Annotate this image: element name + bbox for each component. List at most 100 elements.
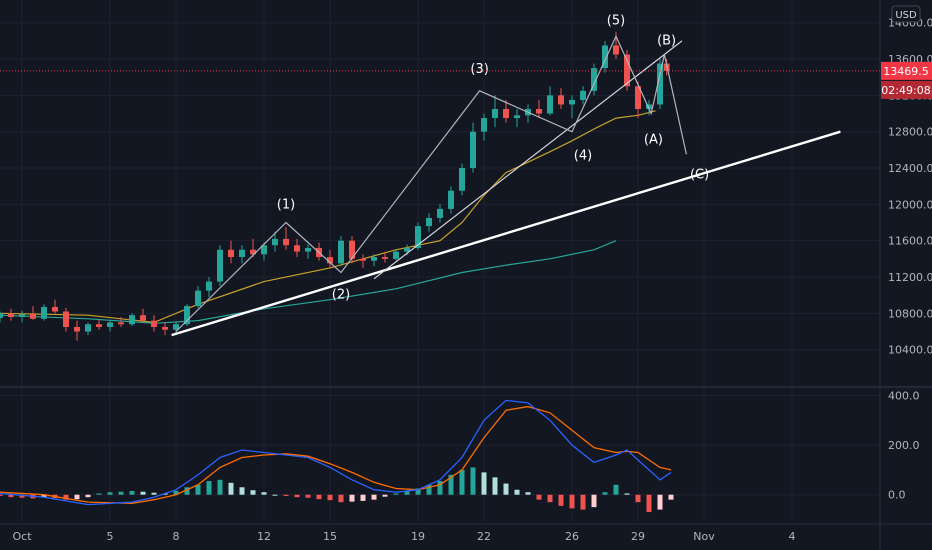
price-axis-tick: 12800.0 xyxy=(888,126,932,139)
wave-label-4: (4) xyxy=(574,149,592,164)
macd-histogram-bar xyxy=(184,487,190,495)
time-axis-tick: 5 xyxy=(107,530,114,543)
macd-histogram-bar xyxy=(283,494,289,496)
macd-histogram-bar xyxy=(19,494,25,498)
macd-histogram-bar xyxy=(239,487,245,495)
currency-badge xyxy=(891,5,921,23)
candle-body xyxy=(8,313,14,317)
wave-label-1: (1) xyxy=(277,198,295,213)
currency-badge-label: USD xyxy=(895,10,917,21)
candle-body xyxy=(151,320,157,327)
candle-body xyxy=(140,315,146,321)
candle-body xyxy=(217,249,223,282)
candle-body xyxy=(393,251,399,259)
time-axis-tick: 8 xyxy=(173,530,180,543)
trendline-1 xyxy=(171,130,841,337)
candle-body xyxy=(382,257,388,259)
candle-body xyxy=(118,322,124,325)
macd-histogram-bar xyxy=(74,494,80,500)
candle-body xyxy=(492,108,498,119)
candle-body xyxy=(107,322,113,327)
candle-body xyxy=(184,306,190,325)
candle-body xyxy=(371,257,377,261)
macd-histogram-bar xyxy=(437,481,443,495)
candle-body xyxy=(30,314,36,319)
macd-histogram-bar xyxy=(85,494,91,498)
price-axis-tick: 10400.0 xyxy=(888,344,932,357)
candle-body xyxy=(514,115,520,119)
candle-body xyxy=(657,63,663,105)
price-label-box xyxy=(881,61,932,80)
time-axis-tick: Nov xyxy=(693,530,715,543)
elliott-wave-path xyxy=(175,34,687,332)
time-axis-tick: 22 xyxy=(477,530,491,543)
price-axis-tick: 10800.0 xyxy=(888,307,932,320)
macd-histogram-bar xyxy=(349,494,355,502)
candle-body xyxy=(129,315,135,325)
candle-body xyxy=(74,326,80,332)
macd-axis-tick: 200.0 xyxy=(888,439,920,452)
candle-body xyxy=(294,245,300,252)
macd-histogram-bar xyxy=(195,484,201,495)
macd-histogram-bar xyxy=(41,494,47,498)
macd-histogram-bar xyxy=(338,494,344,503)
macd-histogram-bar xyxy=(536,494,542,500)
macd-histogram-bar xyxy=(558,494,564,506)
candle-body xyxy=(580,90,586,100)
macd-histogram-bar xyxy=(668,494,674,500)
price-label: 13469.5 xyxy=(883,65,929,78)
candle-body xyxy=(195,290,201,307)
macd-histogram-bar xyxy=(0,494,3,496)
macd-histogram-bar xyxy=(492,477,498,495)
macd-histogram-bar xyxy=(107,492,113,495)
macd-histogram-bar xyxy=(96,493,102,495)
macd-histogram-bar xyxy=(371,494,377,500)
macd-histogram-bar xyxy=(217,479,223,495)
candle-body xyxy=(283,238,289,246)
macd-histogram-bar xyxy=(580,494,586,510)
macd-histogram-bar xyxy=(118,491,124,495)
wave-label-8: (C) xyxy=(690,167,709,182)
wave-label-3: (3) xyxy=(470,62,488,77)
candle-body xyxy=(162,326,168,330)
macd-histogram-bar xyxy=(415,488,421,495)
candle-body xyxy=(602,45,608,69)
macd-histogram-bar xyxy=(228,482,234,495)
candle-body xyxy=(173,324,179,330)
candle-body xyxy=(481,118,487,132)
price-axis-tick: 11600.0 xyxy=(888,235,932,248)
candle-body xyxy=(261,245,267,255)
macd-histogram-bar xyxy=(657,494,663,510)
candle-body xyxy=(591,68,597,91)
candle-body xyxy=(0,313,3,318)
candle-body xyxy=(437,208,443,218)
candle-body xyxy=(547,95,553,114)
candle-body xyxy=(52,306,58,312)
macd-histogram-bar xyxy=(602,492,608,495)
macd-histogram-bar xyxy=(481,472,487,495)
time-axis-tick: 29 xyxy=(631,530,645,543)
candle-body xyxy=(19,314,25,317)
candle-body xyxy=(459,168,465,191)
candle-body xyxy=(536,108,542,114)
candle-body xyxy=(448,190,454,209)
price-axis-tick: 12000.0 xyxy=(888,198,932,211)
macd-histogram-bar xyxy=(426,484,432,495)
candle-body xyxy=(613,45,619,55)
candle-body xyxy=(646,104,652,109)
countdown-box xyxy=(881,80,932,99)
macd-histogram-bar xyxy=(206,481,212,495)
time-axis-tick: 19 xyxy=(411,530,425,543)
time-axis-tick: 4 xyxy=(789,530,796,543)
macd-axis-tick: 0.0 xyxy=(888,489,906,502)
macd-histogram-bar xyxy=(624,493,630,495)
moving-average-line-1 xyxy=(0,110,656,324)
macd-histogram-bar xyxy=(151,492,157,495)
candle-body xyxy=(305,247,311,252)
candle-body xyxy=(96,324,102,327)
time-axis-tick: 26 xyxy=(565,530,579,543)
trendline-2 xyxy=(373,40,683,280)
